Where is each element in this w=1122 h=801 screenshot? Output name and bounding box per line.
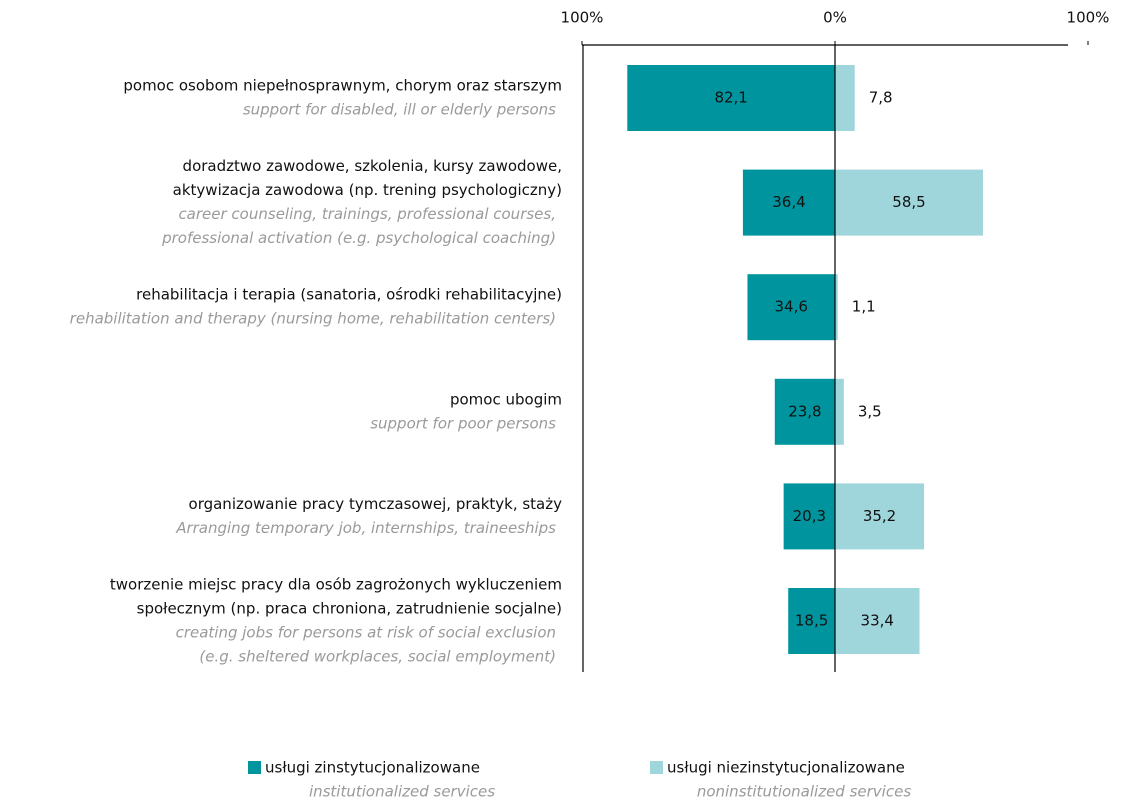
category-label: rehabilitacja i terapia (sanatoria, ośro… bbox=[136, 286, 562, 304]
bar bbox=[835, 588, 920, 654]
bar bbox=[788, 588, 835, 654]
category-label-en: professional activation (e.g. psychologi… bbox=[161, 229, 556, 247]
bar bbox=[783, 483, 835, 550]
value-label: 35,2 bbox=[863, 507, 896, 525]
x-tick-label: 0% bbox=[823, 9, 847, 27]
value-label: 34,6 bbox=[775, 298, 808, 316]
bar bbox=[627, 65, 835, 131]
bar bbox=[835, 65, 855, 131]
value-label: 23,8 bbox=[788, 402, 821, 420]
value-label: 18,5 bbox=[795, 612, 828, 630]
value-label: 3,5 bbox=[858, 402, 882, 420]
value-label: 36,4 bbox=[772, 193, 805, 211]
x-tick-label: 100% bbox=[1067, 9, 1110, 27]
category-label: pomoc ubogim bbox=[450, 390, 562, 408]
value-label: 1,1 bbox=[852, 298, 876, 316]
value-label: 7,8 bbox=[869, 89, 893, 107]
category-label: aktywizacja zawodowa (np. trening psycho… bbox=[173, 181, 562, 199]
bar bbox=[835, 378, 844, 445]
category-label-en: creating jobs for persons at risk of soc… bbox=[176, 624, 556, 642]
bar bbox=[835, 483, 925, 550]
category-label-en: support for poor persons bbox=[370, 414, 556, 432]
category-label: społecznym (np. praca chroniona, zatrudn… bbox=[137, 600, 562, 618]
category-label-en: rehabilitation and therapy (nursing home… bbox=[70, 310, 556, 328]
category-label-en: (e.g. sheltered workplaces, social emplo… bbox=[199, 648, 556, 666]
value-label: 20,3 bbox=[793, 507, 826, 525]
legend-label: usługi niezinstytucjonalizowane bbox=[667, 759, 905, 777]
bar bbox=[742, 169, 835, 236]
legend-label: usługi zinstytucjonalizowane bbox=[265, 759, 480, 777]
value-label: 33,4 bbox=[861, 612, 894, 630]
category-label: doradztwo zawodowe, szkolenia, kursy zaw… bbox=[183, 157, 562, 175]
value-label: 58,5 bbox=[892, 193, 925, 211]
bar bbox=[774, 378, 835, 445]
bar bbox=[747, 274, 835, 341]
legend-label-en: institutionalized services bbox=[309, 783, 495, 801]
x-tick-label: 100% bbox=[561, 9, 604, 27]
category-label: pomoc osobom niepełnosprawnym, chorym or… bbox=[123, 77, 562, 95]
bar bbox=[835, 274, 838, 341]
value-label: 82,1 bbox=[714, 89, 747, 107]
category-label-en: support for disabled, ill or elderly per… bbox=[243, 101, 556, 119]
legend-swatch bbox=[650, 761, 663, 774]
category-label: tworzenie miejsc pracy dla osób zagrożon… bbox=[110, 576, 562, 594]
category-label-en: Arranging temporary job, internships, tr… bbox=[175, 519, 556, 537]
legend-label-en: noninstitutionalized services bbox=[697, 783, 911, 801]
category-label: organizowanie pracy tymczasowej, praktyk… bbox=[189, 495, 563, 513]
bar bbox=[835, 169, 984, 236]
category-label-en: career counseling, trainings, profession… bbox=[178, 205, 556, 223]
legend-swatch bbox=[248, 761, 261, 774]
